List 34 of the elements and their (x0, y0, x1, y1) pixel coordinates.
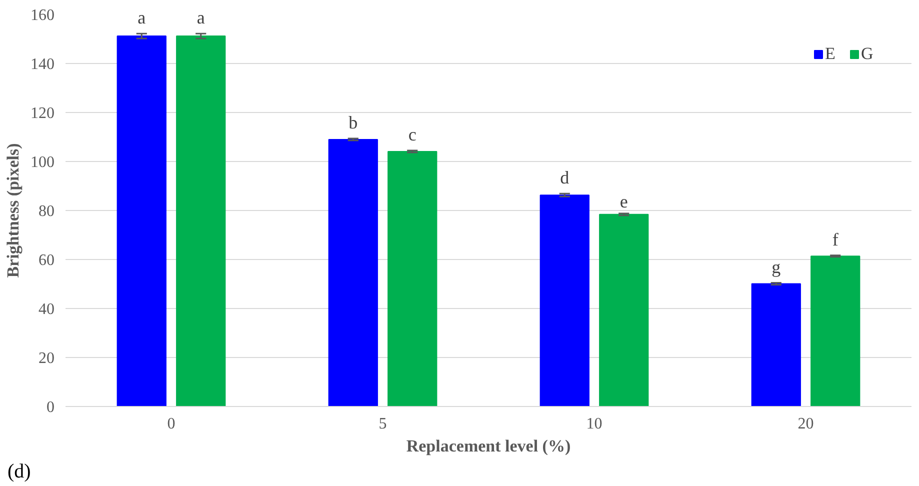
y-tick-label: 0 (46, 399, 54, 416)
bar (540, 194, 590, 406)
x-tick-label: 0 (167, 416, 176, 432)
y-tick-label: 80 (38, 203, 54, 220)
x-tick-label: 5 (378, 416, 387, 432)
bar (751, 283, 801, 406)
y-tick-label: 160 (30, 7, 54, 24)
data-label: b (348, 112, 358, 132)
y-tick-label: 140 (30, 56, 54, 73)
bar (176, 36, 226, 406)
data-label: e (620, 191, 628, 212)
x-tick-label: 10 (586, 416, 602, 432)
bar (388, 150, 438, 406)
bar (328, 138, 378, 406)
y-tick-label: 40 (38, 301, 54, 318)
data-label: d (560, 168, 570, 188)
x-tick-label: 20 (798, 416, 814, 432)
text: (d) (8, 460, 31, 482)
bar (599, 214, 649, 406)
legend-label: E (825, 44, 836, 64)
data-label: g (772, 256, 781, 277)
data-label: c (408, 124, 416, 144)
data-label: a (138, 8, 146, 28)
x-axis-title: Replacement level (%) (406, 436, 571, 456)
y-axis-title: Brightness (pixels) (4, 143, 22, 278)
bar (810, 256, 860, 406)
data-label: a (196, 8, 205, 28)
y-tick-label: 20 (38, 350, 54, 367)
y-tick-label: 120 (30, 105, 54, 122)
bar (116, 36, 166, 406)
y-tick-label: 60 (38, 252, 54, 269)
data-label: f (832, 229, 838, 250)
legend-label: G (861, 44, 874, 64)
y-tick-label: 100 (30, 154, 54, 171)
